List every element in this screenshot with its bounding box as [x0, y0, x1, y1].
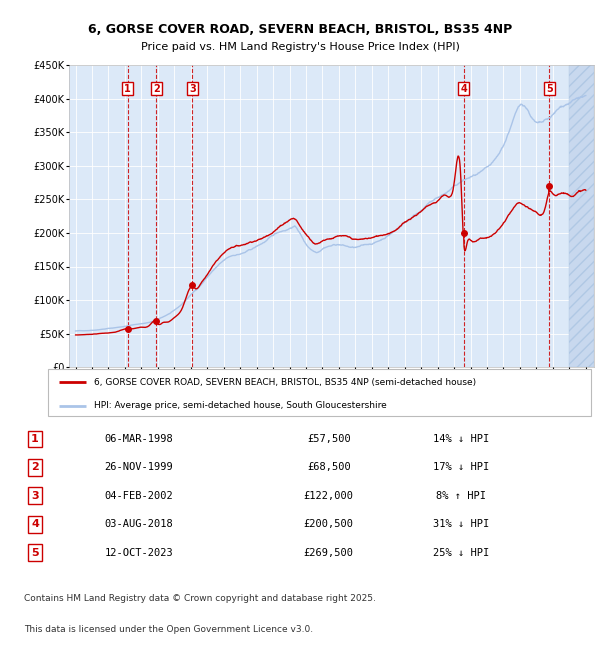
FancyBboxPatch shape	[48, 369, 591, 416]
Text: 17% ↓ HPI: 17% ↓ HPI	[433, 462, 490, 473]
Text: 1: 1	[31, 434, 39, 444]
Text: 25% ↓ HPI: 25% ↓ HPI	[433, 547, 490, 558]
Text: £68,500: £68,500	[307, 462, 350, 473]
Text: £200,500: £200,500	[304, 519, 354, 529]
Text: 04-FEB-2002: 04-FEB-2002	[104, 491, 173, 501]
Text: 2: 2	[153, 83, 160, 94]
Text: 3: 3	[189, 83, 196, 94]
Text: 06-MAR-1998: 06-MAR-1998	[104, 434, 173, 444]
Text: 03-AUG-2018: 03-AUG-2018	[104, 519, 173, 529]
Text: 5: 5	[31, 547, 39, 558]
Text: 1: 1	[124, 83, 131, 94]
Text: 2: 2	[31, 462, 39, 473]
Text: 14% ↓ HPI: 14% ↓ HPI	[433, 434, 490, 444]
Text: 3: 3	[31, 491, 39, 501]
Text: 8% ↑ HPI: 8% ↑ HPI	[436, 491, 486, 501]
Text: 31% ↓ HPI: 31% ↓ HPI	[433, 519, 490, 529]
Text: 26-NOV-1999: 26-NOV-1999	[104, 462, 173, 473]
Text: 4: 4	[460, 83, 467, 94]
Text: Contains HM Land Registry data © Crown copyright and database right 2025.: Contains HM Land Registry data © Crown c…	[24, 594, 376, 603]
Text: 4: 4	[31, 519, 39, 529]
Text: 6, GORSE COVER ROAD, SEVERN BEACH, BRISTOL, BS35 4NP: 6, GORSE COVER ROAD, SEVERN BEACH, BRIST…	[88, 23, 512, 36]
Text: Price paid vs. HM Land Registry's House Price Index (HPI): Price paid vs. HM Land Registry's House …	[140, 42, 460, 52]
Text: HPI: Average price, semi-detached house, South Gloucestershire: HPI: Average price, semi-detached house,…	[94, 401, 387, 410]
Text: This data is licensed under the Open Government Licence v3.0.: This data is licensed under the Open Gov…	[24, 625, 313, 634]
Text: £269,500: £269,500	[304, 547, 354, 558]
Text: 6, GORSE COVER ROAD, SEVERN BEACH, BRISTOL, BS35 4NP (semi-detached house): 6, GORSE COVER ROAD, SEVERN BEACH, BRIST…	[94, 378, 476, 387]
Text: £57,500: £57,500	[307, 434, 350, 444]
Text: 12-OCT-2023: 12-OCT-2023	[104, 547, 173, 558]
Bar	[569, 65, 594, 367]
Text: £122,000: £122,000	[304, 491, 354, 501]
Text: 5: 5	[546, 83, 553, 94]
